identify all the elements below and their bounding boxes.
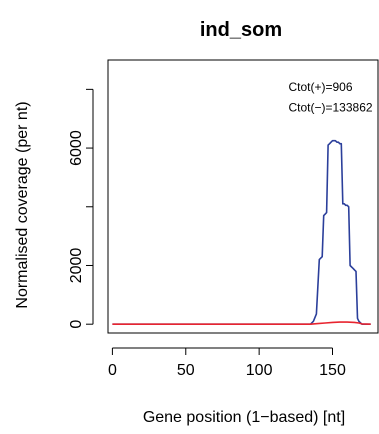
annotation-text: Ctot(+)=906: [288, 80, 352, 94]
plot-frame: [107, 59, 379, 334]
x-tick-label: 50: [177, 362, 195, 379]
y-tick-label: 6000: [68, 130, 85, 166]
annotation-text: Ctot(−)=133862: [288, 100, 372, 114]
x-tick-label: 100: [246, 362, 273, 379]
annotation-layer: Ctot(+)=906 Ctot(−)=133862: [288, 80, 372, 115]
series-line-1: [112, 139, 371, 326]
x-tick-label: 0: [108, 362, 117, 379]
x-axis: 0 50 100 150: [108, 347, 346, 379]
y-tick-label: 0: [68, 320, 85, 329]
y-axis: 0 2000 6000: [68, 88, 94, 329]
y-axis-label: Normalised coverage (per nt): [14, 101, 31, 308]
y-tick-label: 2000: [68, 248, 85, 284]
series-line-2: [112, 321, 371, 326]
x-tick-label: 150: [319, 362, 346, 379]
x-axis-label: Gene position (1−based) [nt]: [143, 409, 345, 426]
series-layer: [112, 139, 371, 326]
chart-title: ind_som: [200, 19, 282, 41]
